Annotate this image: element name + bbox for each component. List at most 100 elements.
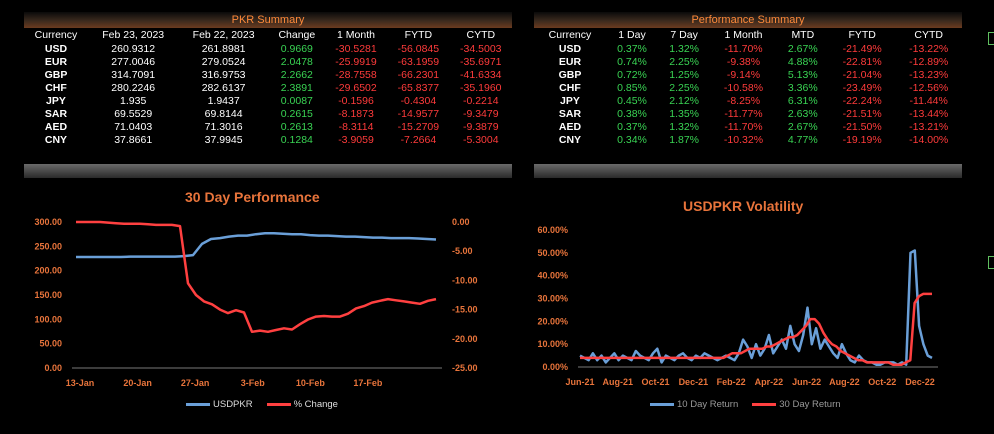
value-cell: 71.0403	[114, 120, 153, 133]
value-cell: -63.1959	[397, 55, 440, 68]
x-tick-label: Dec-21	[679, 377, 709, 387]
value-cell: 2.12%	[669, 94, 700, 107]
value-cell: 2.3891	[280, 81, 313, 94]
legend-item-usdpkr: USDPKR	[186, 399, 253, 410]
series-30-day-line	[580, 292, 932, 366]
value-cell: -21.51%	[842, 107, 882, 120]
currency-cell: GBP	[44, 68, 68, 81]
value-cell: 2.0478	[280, 55, 313, 68]
x-tick-label: 20-Jan	[123, 378, 152, 388]
currency-cell: SAR	[44, 107, 68, 120]
y-left-tick-label: 300.00	[34, 217, 62, 227]
value-cell: 0.0087	[280, 94, 313, 107]
legend-item-10-day: 10 Day Return	[650, 399, 738, 410]
value-cell: -22.24%	[842, 94, 882, 107]
value-cell: 316.9753	[201, 68, 246, 81]
value-cell: -13.44%	[909, 107, 949, 120]
value-cell: 0.72%	[617, 68, 647, 81]
currency-cell: SAR	[558, 107, 582, 120]
performance-summary-table: Currency 1 Day 7 Day 1 Month MTD FYTD CYTD USD…	[534, 28, 962, 146]
x-tick-label: Oct-22	[868, 377, 896, 387]
currency-cell: USD	[44, 42, 68, 55]
table-row: GBP 314.7091 316.9753 2.2662 -28.7558 -66.230…	[24, 68, 512, 81]
value-cell: 0.37%	[617, 120, 647, 133]
table-row: CNY 37.8661 37.9945 0.1284 -3.9059 -7.2664 -5.…	[24, 133, 512, 146]
column-header: CYTD	[466, 29, 496, 41]
value-cell: 37.8661	[114, 133, 153, 146]
value-cell: -29.6502	[335, 81, 377, 94]
currency-cell: CHF	[559, 81, 581, 94]
chart-30-day-performance: 0.00 50.00 100.00 150.00 200.00 250.00 300.00 0…	[34, 217, 478, 388]
column-header: MTD	[791, 29, 815, 41]
currency-cell: AED	[558, 120, 582, 133]
table-row: CHF 0.85% 2.25% -10.58% 3.36% -23.49% -12.56%	[534, 81, 962, 94]
value-cell: 1.9437	[207, 94, 240, 107]
table-row: JPY 1.935 1.9437 0.0087 -0.1596 -0.4304 -0.221…	[24, 94, 512, 107]
column-header: FYTD	[848, 29, 876, 41]
y-tick-label: 50.00%	[537, 248, 568, 258]
y-tick-label: 20.00%	[537, 316, 568, 326]
panel-footer-bar	[534, 164, 962, 178]
value-cell: 1.32%	[669, 120, 700, 133]
value-cell: 0.74%	[617, 55, 647, 68]
value-cell: 0.2613	[280, 120, 313, 133]
legend-item-30-day: 30 Day Return	[752, 399, 841, 410]
y-tick-label: 40.00%	[537, 271, 568, 281]
cell-selection-marker	[988, 32, 994, 45]
pkr-summary-panel: PKR Summary Currency Feb 23, 2023 Feb 22, …	[24, 12, 512, 178]
currency-cell: CHF	[45, 81, 67, 94]
value-cell: 0.9669	[280, 42, 313, 55]
chart-title-volatility: USDPKR Volatility	[683, 198, 804, 214]
currency-cell: JPY	[560, 94, 580, 107]
value-cell: -9.3479	[462, 107, 499, 120]
table-row: AED 71.0403 71.3016 0.2613 -8.3114 -15.2709 -9…	[24, 120, 512, 133]
x-tick-label: Dec-22	[905, 377, 935, 387]
y-right-tick-label: -20.00	[452, 334, 478, 344]
table-row: GBP 0.72% 1.25% -9.14% 5.13% -21.04% -13.23%	[534, 68, 962, 81]
value-cell: 4.77%	[787, 133, 818, 146]
value-cell: -10.58%	[723, 81, 764, 94]
y-right-tick-label: -10.00	[452, 275, 478, 285]
currency-cell: GBP	[558, 68, 582, 81]
value-cell: -13.22%	[909, 42, 949, 55]
value-cell: 71.3016	[204, 120, 243, 133]
value-cell: -21.50%	[842, 120, 882, 133]
y-left-tick-label: 100.00	[34, 314, 62, 324]
x-tick-label: Aug-21	[603, 377, 634, 387]
column-header: 1 Month	[337, 29, 375, 41]
value-cell: 2.67%	[787, 42, 818, 55]
value-cell: 0.1284	[280, 133, 313, 146]
column-header: Currency	[34, 29, 78, 41]
chart2-legend: 10 Day Return 30 Day Return	[650, 399, 841, 410]
y-left-tick-label: 50.00	[39, 339, 62, 349]
value-cell: 0.2615	[280, 107, 313, 120]
table-row: USD 0.37% 1.32% -11.70% 2.67% -21.49% -13.22%	[534, 42, 962, 55]
table-row: SAR 0.38% 1.35% -11.77% 2.63% -21.51% -13.44%	[534, 107, 962, 120]
value-cell: -22.81%	[842, 55, 882, 68]
value-cell: -23.49%	[842, 81, 882, 94]
value-cell: 6.31%	[787, 94, 818, 107]
value-cell: -9.14%	[726, 68, 761, 81]
value-cell: 260.9312	[111, 42, 156, 55]
value-cell: 314.7091	[111, 68, 156, 81]
chart1-legend: USDPKR % Change	[186, 399, 338, 410]
value-cell: 1.935	[120, 94, 147, 107]
table-body: USD 260.9312 261.8981 0.9669 -30.5281 -56.084…	[24, 42, 512, 146]
value-cell: 280.2246	[111, 81, 156, 94]
value-cell: -56.0845	[397, 42, 440, 55]
value-cell: -14.9577	[397, 107, 440, 120]
value-cell: 282.6137	[201, 81, 246, 94]
value-cell: 261.8981	[201, 42, 246, 55]
y-tick-label: 60.00%	[537, 225, 568, 235]
x-tick-label: Jun-21	[565, 377, 594, 387]
value-cell: 2.25%	[669, 55, 700, 68]
x-tick-label: Oct-21	[642, 377, 670, 387]
table-header-row: Currency Feb 23, 2023 Feb 22, 2023 Change 1 …	[24, 28, 512, 42]
table-row: JPY 0.45% 2.12% -8.25% 6.31% -22.24% -11.44%	[534, 94, 962, 107]
value-cell: 2.67%	[787, 120, 818, 133]
value-cell: 0.37%	[617, 42, 647, 55]
column-header: Feb 23, 2023	[102, 29, 165, 41]
value-cell: 1.25%	[669, 68, 700, 81]
column-header: Change	[278, 29, 316, 41]
value-cell: -41.6334	[460, 68, 502, 81]
